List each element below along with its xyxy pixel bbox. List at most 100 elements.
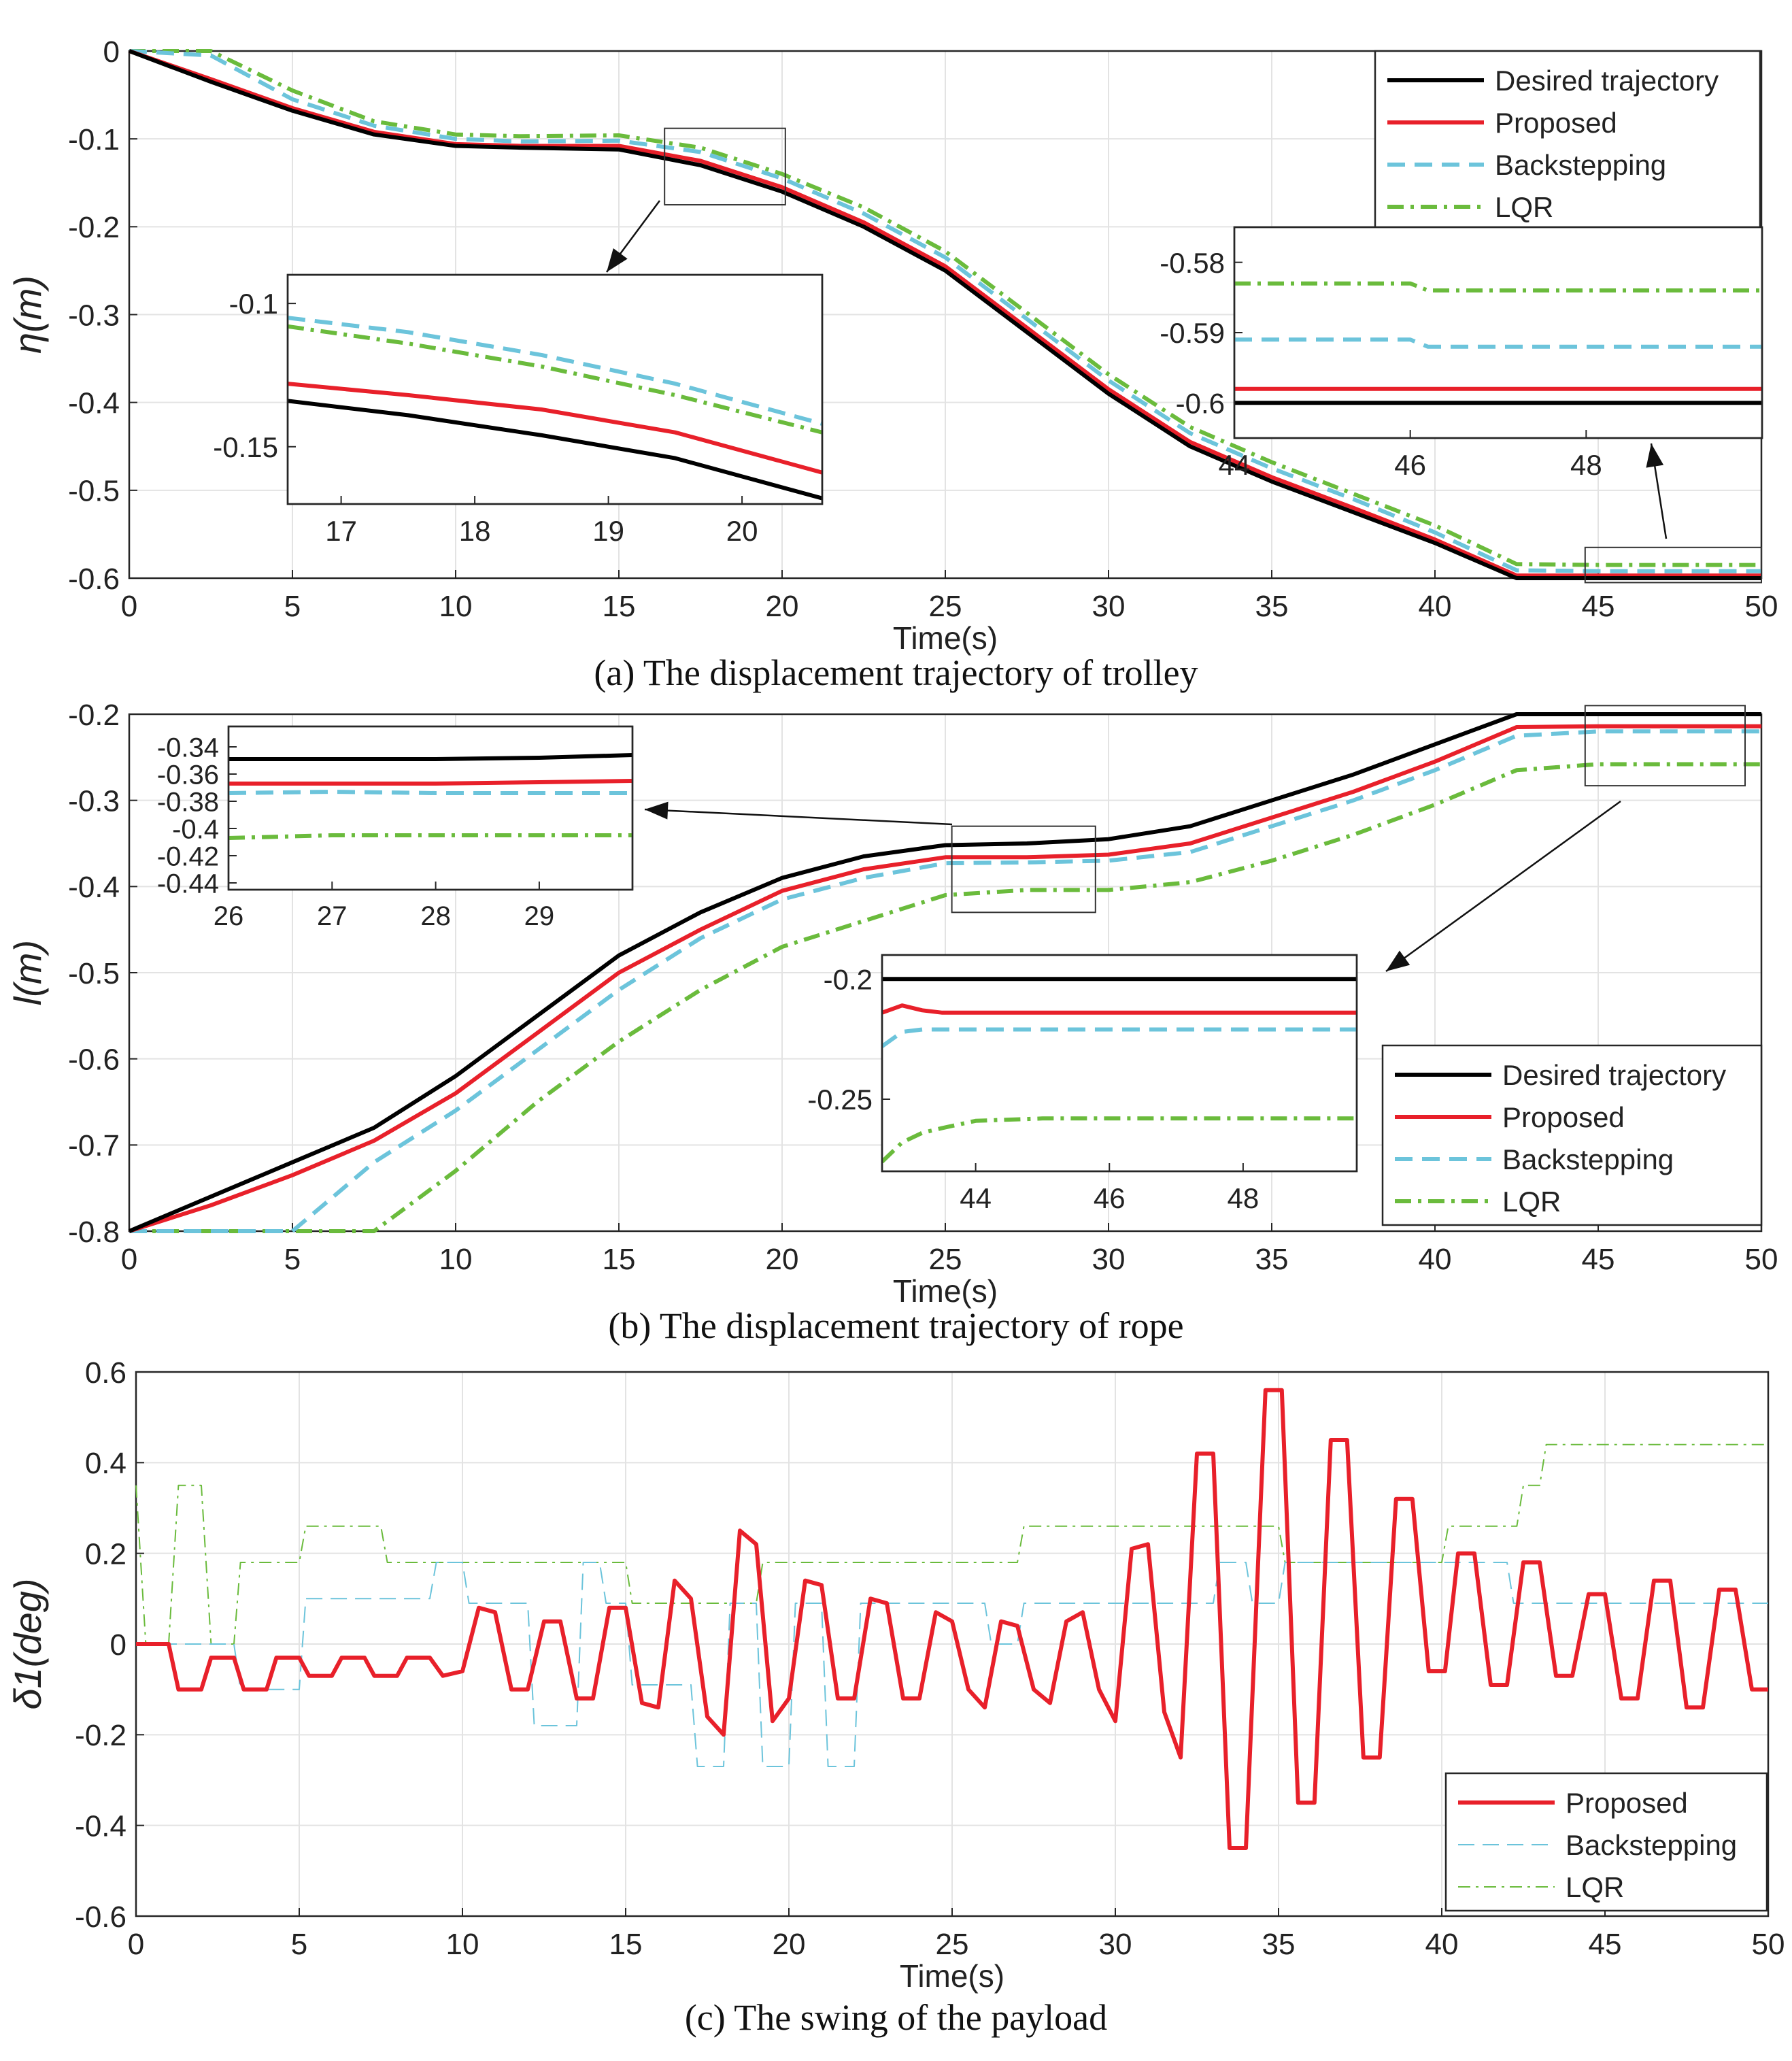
chart-b-xtick-label: 45 <box>1582 1243 1615 1276</box>
chart-b-xtick-label: 0 <box>121 1243 137 1276</box>
caption-b: (b) The displacement trajectory of rope <box>608 1305 1184 1346</box>
zoom-box-b2 <box>1584 705 1746 787</box>
chart-a-xtick-label: 20 <box>766 590 799 623</box>
inset-b2-xtick-label: 46 <box>1094 1182 1126 1214</box>
chart-a-ytick-label: -0.5 <box>68 475 120 508</box>
chart-a-series-lqr <box>129 49 1761 567</box>
chart-a-ytick-label: -0.6 <box>68 563 120 596</box>
inset-b1-xtick-label: 28 <box>420 901 451 931</box>
chart-b-ytick-label: -0.7 <box>68 1129 120 1162</box>
legend: Desired trajectory Proposed Backstepping LQ… <box>1374 50 1761 232</box>
legend-label-desired: Desired trajectory <box>1495 65 1719 97</box>
chart-c-ytick-label: 0.2 <box>85 1538 126 1571</box>
inset-b1-line-lqr <box>229 833 632 840</box>
legend-label-backstepping: Backstepping <box>1502 1143 1674 1175</box>
chart-b-xtick-label: 10 <box>439 1243 473 1276</box>
legend-label-proposed: Proposed <box>1566 1787 1688 1819</box>
arrow-a1-head <box>607 248 628 272</box>
chart-b-series-proposed <box>129 724 1761 1233</box>
legend-label-lqr: LQR <box>1566 1871 1624 1903</box>
chart-c-xtick-label: 35 <box>1262 1928 1296 1961</box>
caption-a: (a) The displacement trajectory of troll… <box>594 652 1198 693</box>
chart-b-series-lqr <box>129 762 1761 1233</box>
inset-a1-ytick-label: -0.15 <box>213 431 278 463</box>
inset-a1-xtick-label: 20 <box>726 515 758 547</box>
legend: Proposed Backstepping LQR <box>1444 1772 1768 1912</box>
inset-a1-line-proposed <box>288 382 822 475</box>
inset-a1-plot-area <box>288 275 822 504</box>
chart-b-ytick-label: -0.5 <box>68 957 120 990</box>
legend-label-backstepping: Backstepping <box>1495 149 1666 181</box>
inset-b1-ytick-label: -0.42 <box>157 841 219 871</box>
inset-b1-xtick-label: 27 <box>317 901 348 931</box>
inset-a1-xtick-label: 17 <box>325 515 357 547</box>
chart-c-series-backstepping <box>136 1562 1768 1767</box>
inset-a1-ytick-label: -0.1 <box>229 288 278 320</box>
chart-a-xtick-label: 0 <box>121 590 137 623</box>
chart-a-ytick-label: -0.1 <box>68 123 120 156</box>
chart-c-ytick-label: 0 <box>110 1628 126 1662</box>
chart-a-xtick-label: 30 <box>1092 590 1126 623</box>
chart-c-xtick-label: 15 <box>609 1928 643 1961</box>
chart-c-ytick-label: 0.6 <box>85 1356 126 1390</box>
chart-b-series-backstepping <box>129 729 1761 1233</box>
chart-a-series-backstepping <box>129 49 1761 573</box>
chart-a-ylabel: η(m) <box>6 275 49 354</box>
inset-b2-xtick-label: 44 <box>960 1182 992 1214</box>
chart-c-xtick-label: 50 <box>1752 1928 1785 1961</box>
inset-b2-xtick-label: 48 <box>1228 1182 1260 1214</box>
chart-b-xtick-label: 15 <box>603 1243 636 1276</box>
chart-b-ylabel: l(m) <box>6 940 49 1005</box>
chart-c-series-lqr <box>135 1443 1768 1645</box>
arrow-a2-head <box>1646 443 1664 468</box>
inset-a2-frame-top <box>1233 226 1763 439</box>
chart-b-xtick-label: 40 <box>1419 1243 1452 1276</box>
chart-b-ytick-label: -0.2 <box>68 699 120 732</box>
chart-a-xtick-label: 15 <box>603 590 636 623</box>
chart-c-xtick-label: 40 <box>1425 1928 1459 1961</box>
chart-c-ytick-label: -0.2 <box>75 1719 126 1752</box>
inset-a1-line-lqr <box>288 324 822 435</box>
chart-b-frame <box>128 713 1763 1233</box>
chart-c-ytick-label: 0.4 <box>85 1447 126 1480</box>
inset-a1-line-desired <box>288 399 822 501</box>
legend-label-proposed: Proposed <box>1495 107 1617 139</box>
inset-b1-xtick-label: 29 <box>524 901 555 931</box>
arrow-b2-head <box>1386 950 1410 971</box>
chart-c-ytick-label: -0.4 <box>75 1810 126 1843</box>
inset-a2-xtick-label: 46 <box>1394 449 1426 481</box>
chart-b-xtick-label: 5 <box>284 1243 301 1276</box>
inset-b1-axes: 26 27 28 29 -0.34-0.36-0.38-0.4-0.42-0.44 <box>157 725 634 931</box>
legend-label-desired: Desired trajectory <box>1502 1059 1726 1091</box>
inset-a2-ytick-label: -0.58 <box>1160 247 1225 279</box>
chart-a-xtick-label: 35 <box>1255 590 1289 623</box>
inset-a1-line-backstepping <box>288 316 822 426</box>
legend-label-backstepping: Backstepping <box>1566 1829 1737 1861</box>
chart-c-xlabel: Time(s) <box>900 1958 1004 1994</box>
chart-b-ytick-label: -0.6 <box>68 1043 120 1077</box>
inset-b1-xtick-label: 26 <box>214 901 244 931</box>
chart-a-xtick-label: 45 <box>1582 590 1615 623</box>
inset-a2-ytick-label: -0.6 <box>1176 387 1225 419</box>
chart-a-xtick-label: 10 <box>439 590 473 623</box>
inset-a1-axes: 17 18 19 20 -0.1 -0.15 <box>213 273 824 547</box>
chart-a-series-desired <box>128 49 1761 580</box>
chart-b-xlabel: Time(s) <box>893 1273 998 1309</box>
arrow-b1-shaft <box>644 808 953 826</box>
inset-b2-plot-area <box>882 955 1357 1171</box>
legend-box <box>1444 1772 1768 1912</box>
chart-a-xtick-label: 40 <box>1419 590 1452 623</box>
chart-b-series-desired <box>128 712 1761 1233</box>
chart-c-xtick-label: 0 <box>128 1928 144 1961</box>
chart-b-xtick-label: 50 <box>1745 1243 1778 1276</box>
chart-a-ytick-label: -0.2 <box>68 211 120 244</box>
inset-a2-line-backstepping <box>1234 337 1762 349</box>
inset-b1-line-proposed <box>229 779 632 786</box>
chart-a-xtick-label: 25 <box>929 590 962 623</box>
chart-b-xtick-label: 30 <box>1092 1243 1126 1276</box>
inset-b1-plot-area <box>229 726 632 890</box>
chart-b-xtick-label: 25 <box>929 1243 962 1276</box>
chart-a-series-proposed <box>129 49 1761 578</box>
